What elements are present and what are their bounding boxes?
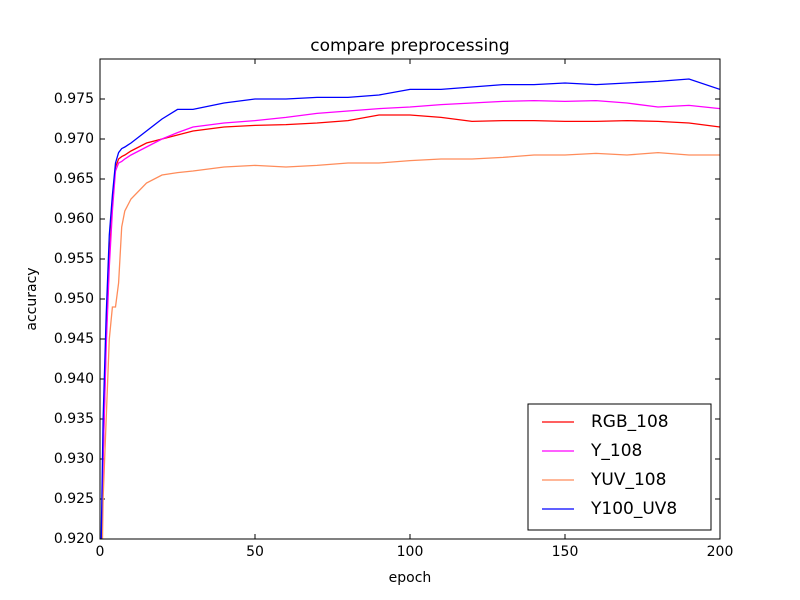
legend-label: RGB_108: [591, 412, 669, 432]
x-axis-label: epoch: [389, 570, 432, 586]
y-tick-label: 0.950: [54, 291, 94, 307]
chart-title: compare preprocessing: [310, 36, 509, 56]
legend-label: YUV_108: [590, 470, 666, 490]
y-tick-label: 0.940: [54, 371, 94, 387]
x-tick-label: 150: [552, 544, 579, 560]
y-tick-label: 0.930: [54, 451, 94, 467]
x-tick-label: 0: [96, 544, 105, 560]
x-tick-label: 100: [397, 544, 424, 560]
y-tick-label: 0.965: [54, 171, 94, 187]
legend-label: Y_108: [590, 441, 642, 461]
y-tick-label: 0.960: [54, 211, 94, 227]
y-tick-label: 0.935: [54, 411, 94, 427]
y-tick-label: 0.955: [54, 251, 94, 267]
series-line: [101, 99, 720, 539]
x-tick-label: 200: [707, 544, 734, 560]
y-tick-label: 0.945: [54, 331, 94, 347]
series-line: [100, 78, 720, 539]
plot-lines: [100, 78, 720, 539]
series-line: [101, 151, 720, 539]
y-tick-label: 0.970: [54, 131, 94, 147]
y-axis-label: accuracy: [24, 267, 40, 330]
x-tick-label: 50: [246, 544, 264, 560]
legend-label: Y100_UV8: [590, 499, 677, 519]
y-tick-label: 0.920: [54, 531, 94, 547]
y-tick-label: 0.975: [54, 91, 94, 107]
plot-frame: [99, 58, 721, 540]
y-tick-label: 0.925: [54, 491, 94, 507]
